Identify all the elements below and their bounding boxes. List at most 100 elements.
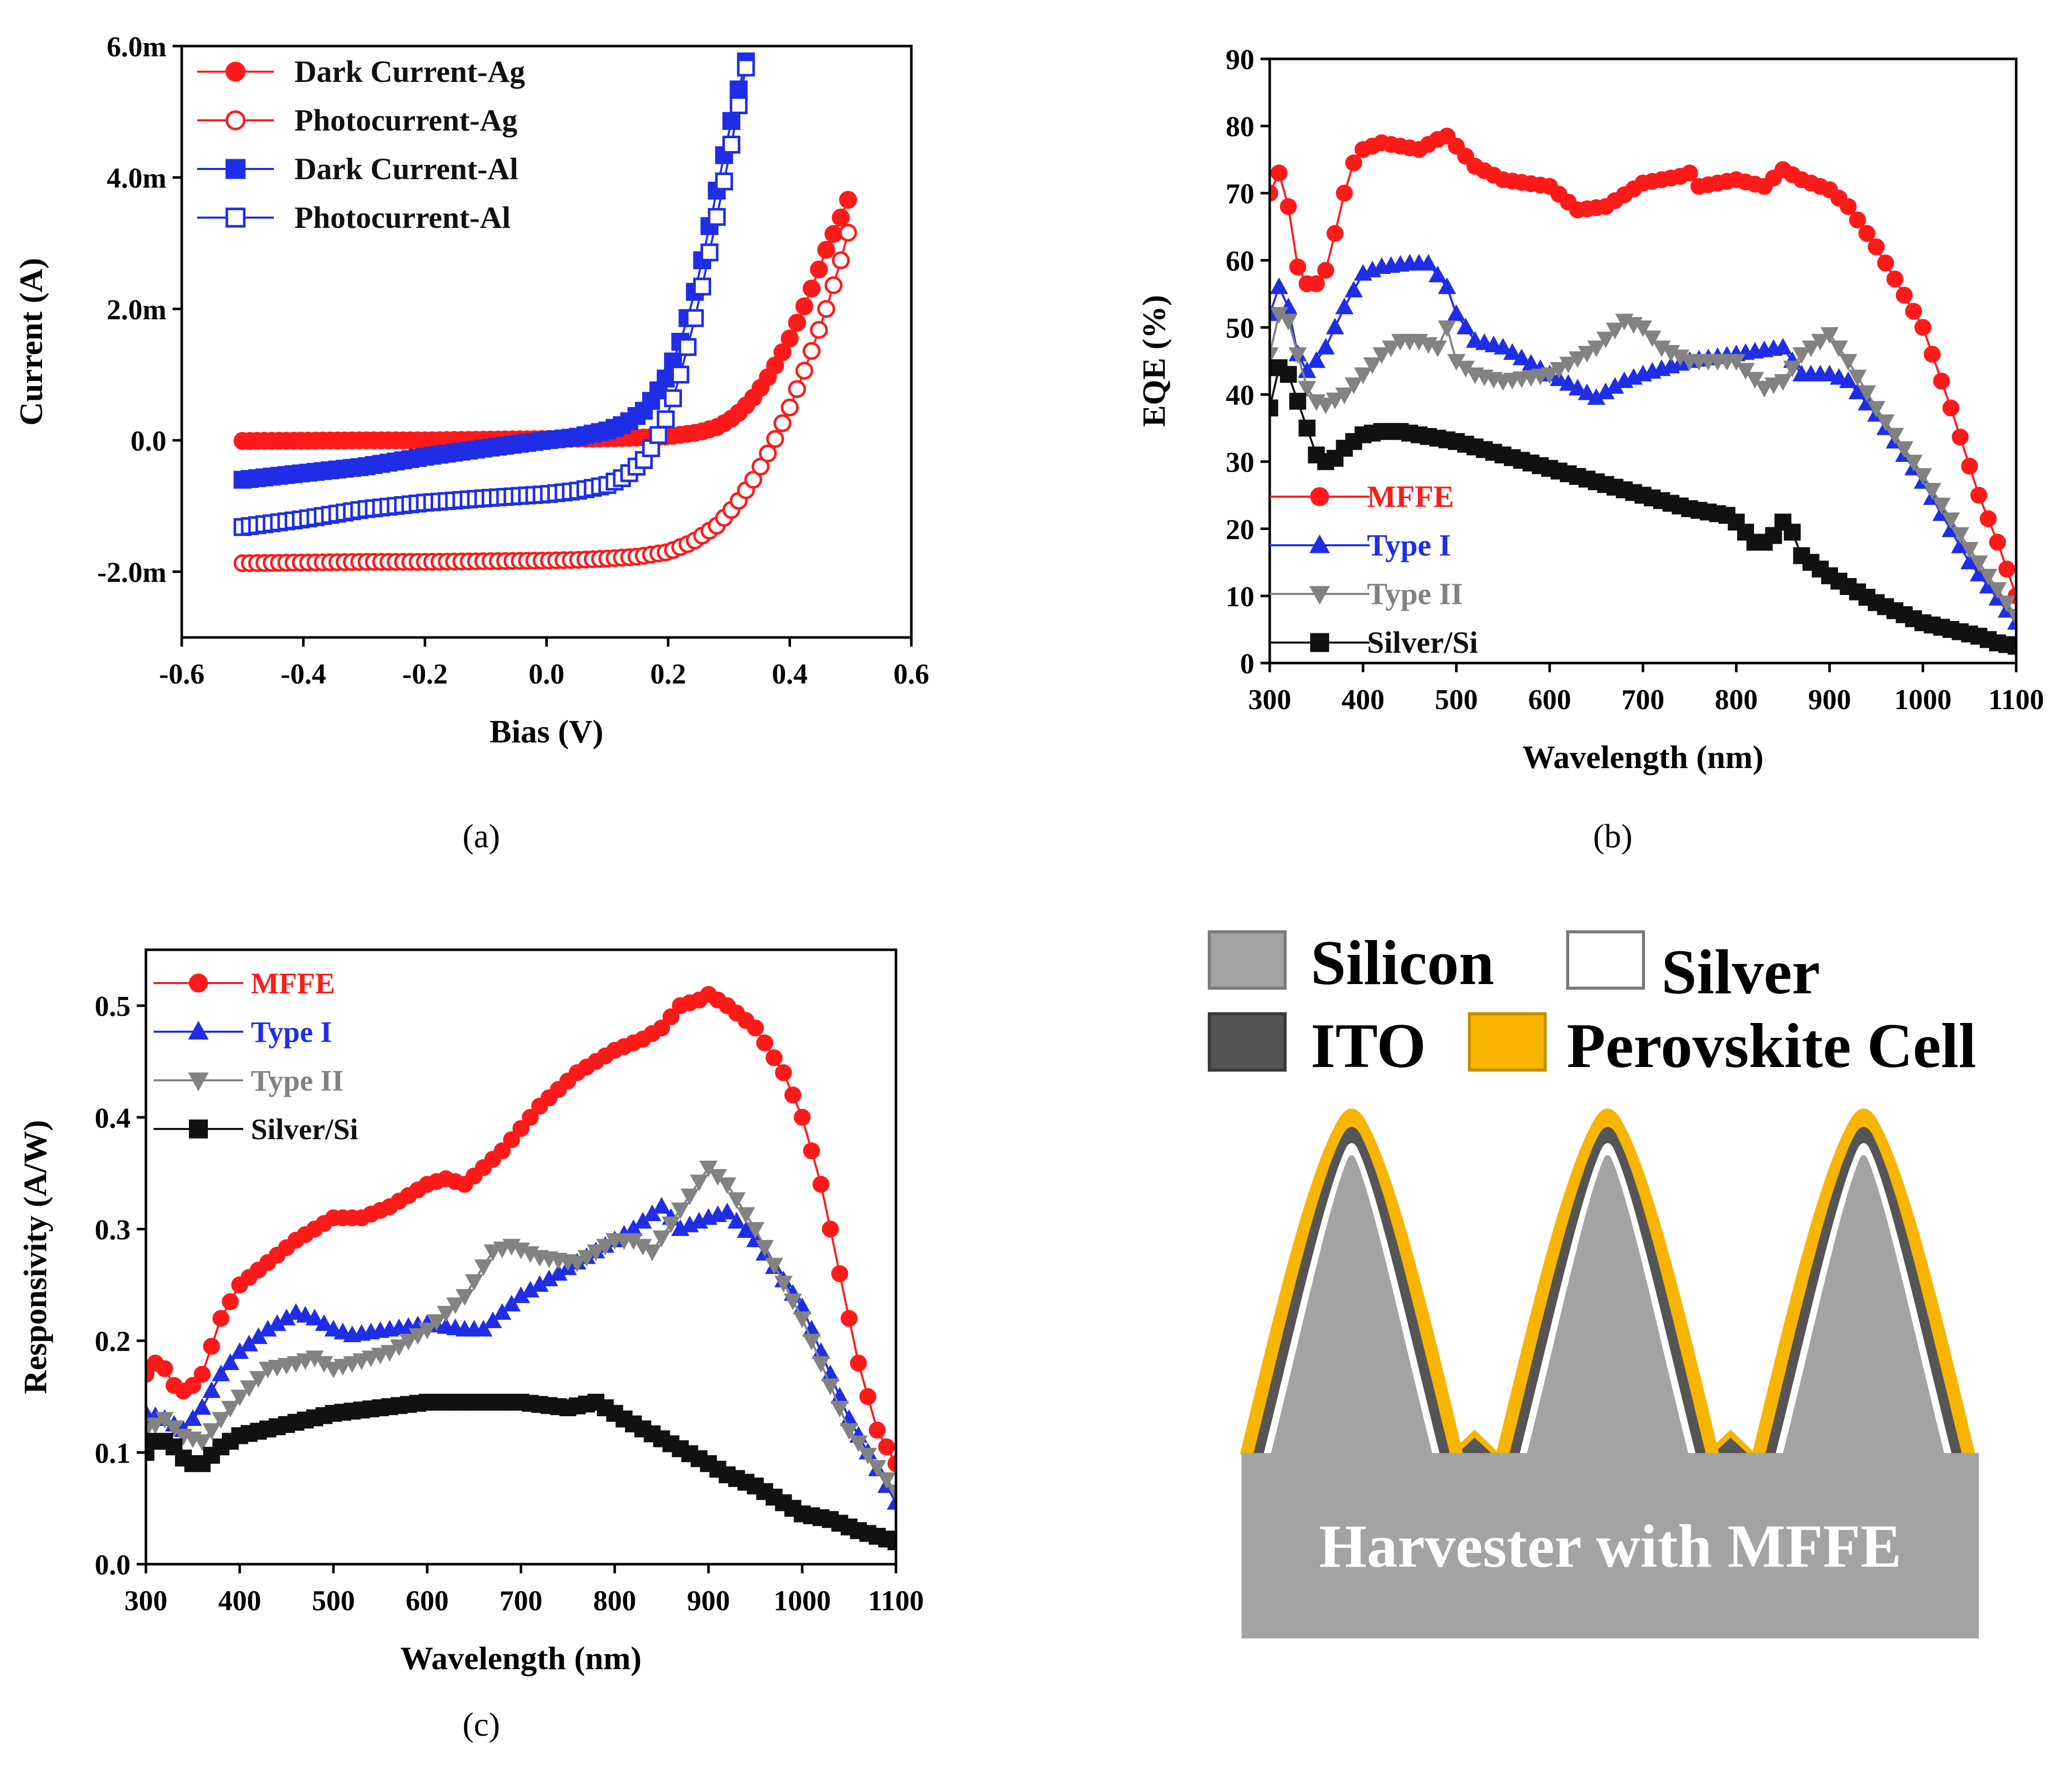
legend-label-type-ii: Type II [251,1064,344,1097]
legend-silver-label: Silver [1661,937,1820,1007]
data-point-type-ii [587,1244,605,1261]
legend-label-mffe: MFFE [251,967,335,1000]
dome-1 [1240,1108,1463,1454]
data-point-type-i [1428,265,1447,283]
legend-label-type-i: Type I [251,1015,332,1049]
data-point-type-ii [1857,385,1876,402]
data-point-type-ii [830,1400,849,1418]
x-tick-label-c: 700 [500,1585,543,1617]
data-point-mffe [1289,258,1307,275]
data-point-type-ii [727,1192,746,1209]
panel-d-structure-diagram: Silicon Silver ITO Perovskite Cell [1208,928,1979,1638]
data-point-mffe [1457,147,1475,165]
silver-swatch [1566,930,1645,990]
data-point-photocurrent-al [656,410,675,429]
data-point-type-i [1344,281,1363,297]
data-point-mffe [1942,399,1959,417]
data-point-type-ii [1279,313,1298,331]
data-point-type-ii [1904,455,1923,472]
data-point-dark-current-ag [802,280,821,298]
data-point-type-ii [1550,362,1568,379]
data-point-type-ii [1829,340,1848,357]
data-point-type-ii [1951,527,1970,544]
data-point-type-i [221,1353,240,1370]
data-point-type-ii [746,1222,765,1239]
data-point-type-ii [371,1348,390,1364]
data-point-type-ii [811,1356,830,1373]
data-point-type-ii [868,1460,887,1477]
data-point-type-ii [1316,397,1335,415]
y-axis-label-c: Responsivity (A/W) [17,1120,53,1394]
data-point-silver-si [2007,637,2016,655]
data-point-type-ii [193,1434,211,1451]
data-point-type-i [483,1311,502,1329]
legend-a: Dark Current-Ag Photocurrent-Ag Dark Curre… [197,55,525,234]
y-tick-label-c: 0.3 [95,1214,131,1246]
legend-b: MFFE Type I Type II Silver/Si [1270,480,1478,659]
data-point-type-ii [1288,347,1307,364]
data-point-photocurrent-al [737,58,755,77]
data-point-type-ii [427,1314,446,1331]
data-point-type-ii [1820,327,1839,344]
data-point-type-ii [1970,555,1988,572]
x-tick-label-b: 800 [1715,684,1758,716]
data-point-mffe [859,1388,877,1405]
data-point-type-ii [2007,609,2016,626]
data-point-type-ii [455,1289,474,1306]
data-point-type-ii [755,1240,774,1257]
y-tick-label-a: -2.0m [97,557,166,589]
data-point-type-ii [249,1371,268,1388]
data-point-type-ii [1298,380,1316,398]
data-point-type-ii [1643,330,1662,347]
legend-marker-dark-current-ag [225,61,246,82]
y-tick-label-c: 0.1 [95,1438,131,1469]
y-tick-label-c: 0.2 [95,1326,131,1358]
data-point-mffe [1438,127,1456,145]
data-point-mffe [1270,184,1278,202]
data-point-type-ii [718,1177,737,1195]
data-point-type-i [202,1381,221,1398]
data-point-type-ii [1792,347,1811,364]
legend-perovskite-label: Perovskite Cell [1567,1011,1976,1081]
data-point-mffe [194,1366,211,1383]
data-point-dark-current-ag [810,260,828,279]
data-point-dark-current-ag [824,225,843,243]
data-point-type-i [718,1202,737,1220]
data-point-type-i [287,1303,305,1320]
x-tick-label-b: 400 [1341,684,1384,716]
data-point-type-ii [474,1259,493,1276]
data-point-type-i [1774,337,1792,355]
data-point-mffe [850,1354,867,1372]
data-point-mffe [1858,225,1875,242]
legend-marker-mffe [1310,487,1329,506]
legend-silicon-label: Silicon [1311,928,1494,998]
ito-swatch [1208,1012,1287,1072]
data-point-dark-current-ag [839,190,857,209]
bump-1-inner [1457,1438,1492,1454]
legend-label-type-ii: Type II [1367,577,1463,611]
data-point-type-ii [1755,380,1774,398]
data-point-mffe [222,1293,239,1310]
legend-marker-silver-si [189,1119,208,1139]
data-point-silver-si [1279,366,1297,383]
data-point-type-ii [1577,346,1596,363]
data-point-mffe [522,1108,539,1126]
silicon-swatch [1208,930,1287,990]
data-point-mffe [1327,225,1344,242]
data-point-type-ii [765,1257,783,1275]
data-point-type-i [183,1409,202,1426]
legend-label-photocurrent-ag: Photocurrent-Ag [294,103,517,137]
data-point-mffe [756,1034,774,1052]
data-point-type-ii [1438,320,1457,337]
data-point-type-ii [783,1293,802,1310]
data-point-type-ii [1941,512,1960,529]
data-point-mffe [822,1220,839,1238]
x-tick-label-b: 1000 [1894,684,1952,716]
x-tick-label-b: 1100 [1989,684,2044,716]
data-point-type-ii [1587,340,1606,357]
data-point-photocurrent-al [649,426,668,444]
panel-c-caption: (c) [462,1706,500,1743]
data-point-type-i [1568,378,1587,396]
data-point-silver-si [1327,450,1344,467]
